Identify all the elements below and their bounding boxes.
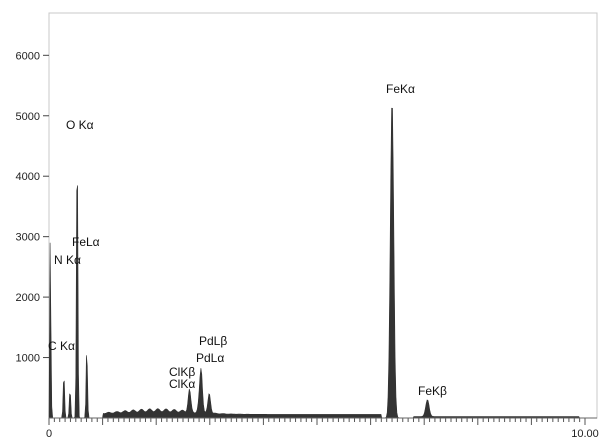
spectrum-area [48, 107, 583, 419]
peak-label: ClKβ [169, 365, 195, 379]
peak-label: FeKβ [418, 384, 447, 398]
y-tick-label-1000: 1000 [16, 353, 40, 365]
peak-label: FeLα [72, 235, 100, 249]
x-tick-label: 10.00 [571, 428, 599, 438]
axis-layer: 1000 2000 3000 4000 5000 6000 0 10.00 [16, 50, 599, 438]
peak-label: N Kα [54, 253, 81, 267]
y-tick-label-4000: 4000 [16, 171, 40, 183]
plot-frame [48, 12, 598, 419]
y-tick-label-3000: 3000 [16, 232, 40, 244]
y-tick-label-5000: 5000 [16, 111, 40, 123]
y-tick-label-2000: 2000 [16, 292, 40, 304]
peak-label: PdLβ [199, 334, 227, 348]
peak-label: C Kα [48, 339, 75, 353]
peak-label: FeKα [386, 82, 415, 96]
spectrum-layer [48, 107, 583, 419]
x-tick-label: 0 [46, 428, 52, 438]
y-tick-label-6000: 6000 [16, 50, 40, 62]
peak-label: PdLα [196, 351, 224, 365]
peak-label: ClKα [169, 377, 195, 391]
peak-label: O Kα [66, 118, 94, 132]
